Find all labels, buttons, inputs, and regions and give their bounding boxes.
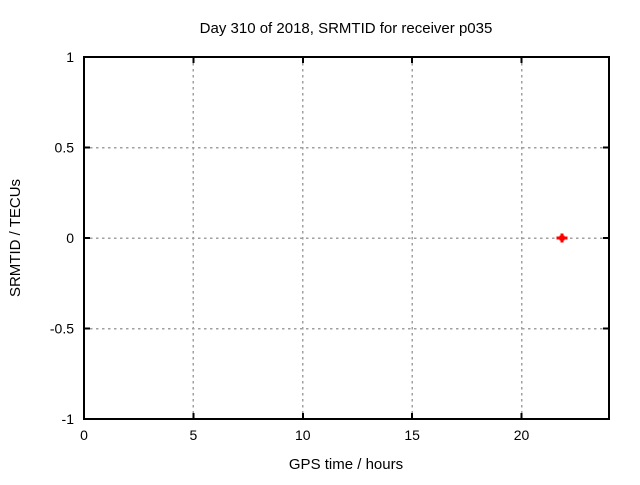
x-tick-label-0: 0 [80,427,88,443]
marker-square [559,235,565,241]
y-tick-label-1: 1 [66,49,74,65]
tick-marks-layer [83,56,609,420]
y-tick-label--1: -1 [62,411,75,427]
x-tick-label-10: 10 [295,427,311,443]
y-axis-label: SRMTID / TECUs [7,179,24,297]
x-axis-label: GPS time / hours [289,456,403,473]
data-points-layer [556,233,568,243]
y-tick-label-0.5: 0.5 [55,140,75,156]
tick-labels-layer: 0 5 10 15 20 -1 -0.5 0 0.5 1 [50,49,530,443]
chart-title: Day 310 of 2018, SRMTID for receiver p03… [200,20,493,37]
x-tick-label-15: 15 [404,427,420,443]
y-tick-label-0: 0 [66,230,74,246]
grid-layer [84,57,609,419]
y-tick-label--0.5: -0.5 [50,321,74,337]
x-tick-label-5: 5 [189,427,197,443]
x-tick-label-20: 20 [514,427,530,443]
data-point-SRMTID-0 [556,233,568,243]
